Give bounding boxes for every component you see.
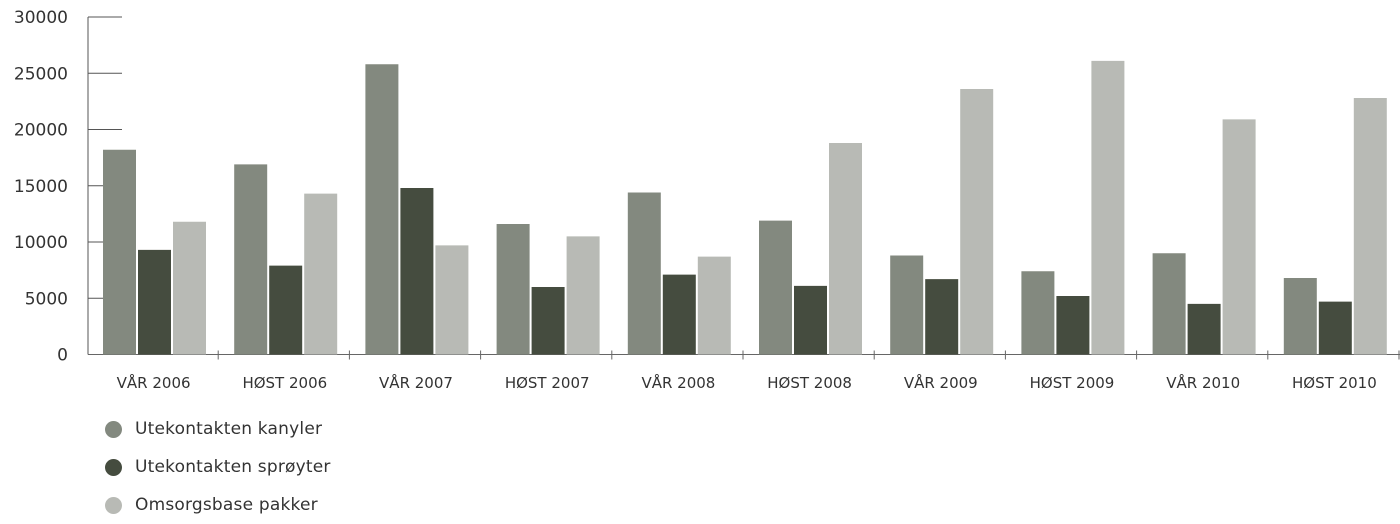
bar [496, 224, 530, 355]
bar [1222, 119, 1256, 355]
y-tick-label: 30000 [14, 8, 68, 28]
bar [697, 256, 731, 355]
y-tick-label: 25000 [14, 64, 68, 84]
bar [1021, 271, 1055, 355]
legend: Utekontakten kanyler Utekontakten sprøyt… [105, 410, 331, 524]
legend-label: Omsorgsbase pakker [135, 495, 318, 515]
bars [103, 60, 1387, 355]
bar [138, 249, 171, 355]
bar [173, 221, 206, 355]
bar [662, 274, 696, 355]
legend-swatch [105, 420, 122, 438]
bar [759, 220, 792, 355]
x-tick-label: VÅR 2010 [1166, 373, 1240, 392]
bar [103, 149, 136, 355]
bar [1091, 60, 1125, 355]
legend-label: Utekontakten kanyler [135, 419, 323, 439]
bar [531, 287, 565, 355]
bar [829, 143, 862, 355]
x-tick-label: VÅR 2009 [904, 373, 978, 392]
y-tick-label: 0 [57, 346, 68, 366]
bar [627, 192, 661, 355]
y-tick-label: 10000 [14, 233, 68, 253]
x-tick-label: VÅR 2007 [379, 373, 453, 392]
y-tick-label: 20000 [14, 121, 68, 141]
x-tick-label: HØST 2007 [505, 374, 590, 392]
bar [1318, 301, 1352, 355]
legend-swatch [105, 458, 122, 476]
bar [1056, 296, 1090, 355]
bar [925, 279, 959, 355]
bar [269, 265, 303, 355]
bar [1187, 303, 1221, 355]
bar [304, 193, 338, 355]
bar [365, 64, 399, 355]
x-tick-label: VÅR 2006 [117, 373, 191, 392]
bar [960, 89, 994, 355]
x-tick-label: HØST 2010 [1292, 374, 1377, 392]
x-tick-label: HØST 2009 [1030, 374, 1115, 392]
bar [566, 236, 600, 355]
bar [435, 245, 469, 355]
bar-chart: 0 5000 10000 15000 20000 25000 30000 VÅR 2006 H… [14, 8, 1400, 392]
bar [1152, 253, 1186, 355]
bar [1353, 98, 1387, 355]
legend-item-kanyler: Utekontakten kanyler [105, 410, 331, 448]
legend-item-sproyter: Utekontakten sprøyter [105, 448, 331, 486]
bar [794, 285, 827, 355]
bar [1283, 278, 1317, 355]
axes: 0 5000 10000 15000 20000 25000 30000 [14, 8, 1400, 366]
x-tick-label: VÅR 2008 [641, 373, 715, 392]
bar [890, 255, 924, 355]
x-tick-labels: VÅR 2006 HØST 2006 VÅR 2007 HØST 2007 VÅR 20… [117, 373, 1377, 392]
bar [234, 164, 268, 355]
x-tick-label: HØST 2008 [767, 374, 852, 392]
x-tick-label: HØST 2006 [242, 374, 327, 392]
legend-swatch [105, 496, 122, 514]
y-tick-label: 15000 [14, 177, 68, 197]
bar [400, 188, 434, 355]
legend-item-omsorgsbase: Omsorgsbase pakker [105, 486, 331, 524]
y-tick-label: 5000 [25, 289, 68, 309]
legend-label: Utekontakten sprøyter [135, 457, 331, 477]
